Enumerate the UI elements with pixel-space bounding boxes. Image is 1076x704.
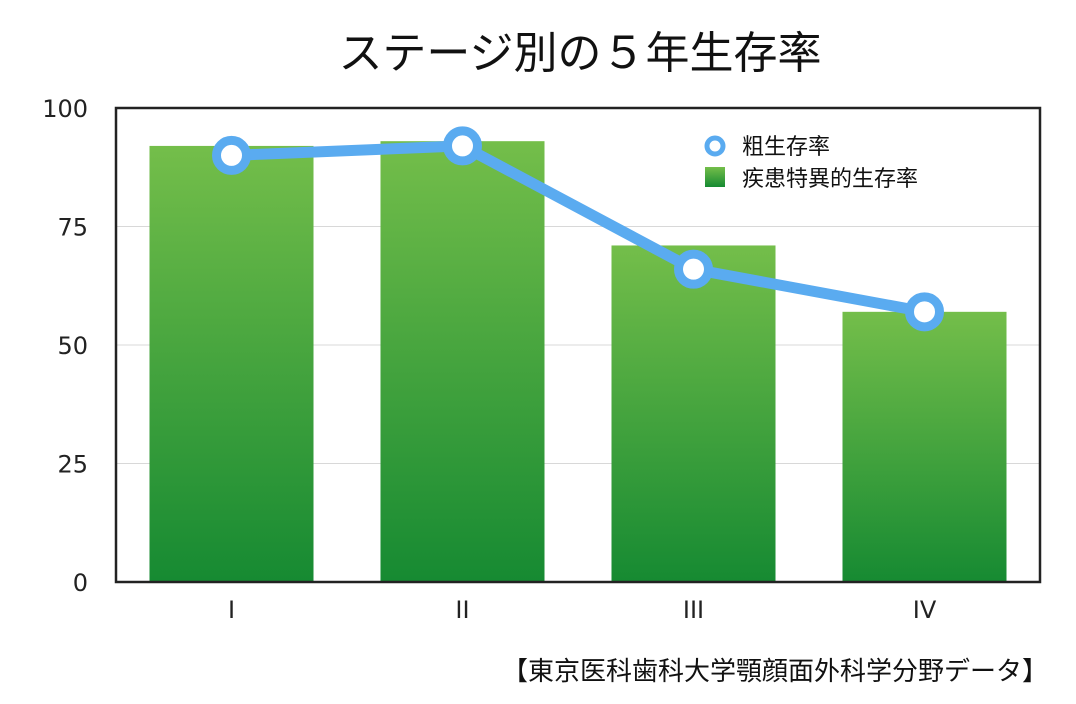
legend-line-label: 粗生存率 [742,135,830,160]
x-tick-2: III [683,596,704,624]
line-point-1 [443,126,482,166]
chart-title: ステージ別の５年生存率 [338,28,821,79]
legend: 粗生存率 疾患特異的生存率 [704,135,918,192]
line-path [226,140,930,318]
legend-item-bar: 疾患特異的生存率 [705,167,918,192]
x-tick-0: I [228,596,235,624]
legend-bar-swatch [705,167,725,187]
y-tick-4: 100 [42,95,88,123]
y-tick-labels: 0 25 50 75 100 [42,95,88,597]
bar-2 [611,245,776,582]
legend-item-line: 粗生存率 [704,135,830,160]
y-tick-3: 75 [57,214,88,242]
bar-3 [842,311,1007,582]
line-point-0 [212,135,251,175]
bar-0 [149,145,314,583]
bar-1 [380,141,545,582]
plot-frame [114,106,1042,584]
legend-bar-label: 疾患特異的生存率 [742,167,918,192]
legend-line-marker [704,135,726,157]
y-tick-1: 25 [57,451,88,479]
x-tick-labels: I II III IV [228,596,937,624]
line-series [212,126,944,332]
x-tick-1: II [455,596,469,624]
source-note: 【東京医科歯科大学顎顔面外科学分野データ】 [502,657,1048,687]
y-tick-0: 0 [73,569,88,597]
axes [114,106,1042,584]
line-point-2 [674,249,713,289]
y-tick-2: 50 [57,332,88,360]
bars [149,141,1007,583]
x-tick-3: IV [913,596,937,624]
line-point-3 [905,292,944,332]
